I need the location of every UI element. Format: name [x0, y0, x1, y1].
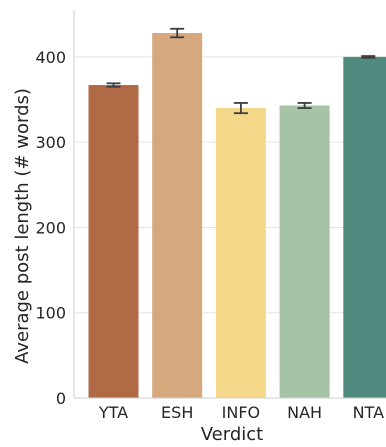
bar-yta	[89, 85, 139, 398]
x-tick-label: YTA	[98, 403, 128, 422]
bars	[89, 33, 386, 398]
y-tick-label: 400	[35, 48, 66, 67]
x-tick-label: ESH	[161, 403, 193, 422]
y-axis-label: Average post length (# words)	[12, 88, 33, 364]
y-tick-label: 200	[35, 218, 66, 237]
x-tick-label: NAH	[287, 403, 322, 422]
x-axis-label: Verdict	[201, 424, 263, 443]
y-tick-label: 300	[35, 133, 66, 152]
bar-esh	[152, 33, 202, 398]
error-bars	[107, 29, 376, 113]
x-tick-label: NTA	[353, 403, 385, 422]
y-tick-label: 0	[56, 389, 66, 408]
error-bar-nta	[361, 56, 375, 58]
bar-nah	[280, 106, 330, 398]
x-tick-label: INFO	[222, 403, 260, 422]
y-tick-labels: 0 100 200 300 400	[35, 48, 66, 408]
x-tick-labels: YTA ESH INFO NAH NTA	[98, 403, 384, 422]
y-tick-label: 100	[35, 304, 66, 323]
bar-info	[216, 108, 266, 398]
bar-nta	[343, 57, 386, 398]
